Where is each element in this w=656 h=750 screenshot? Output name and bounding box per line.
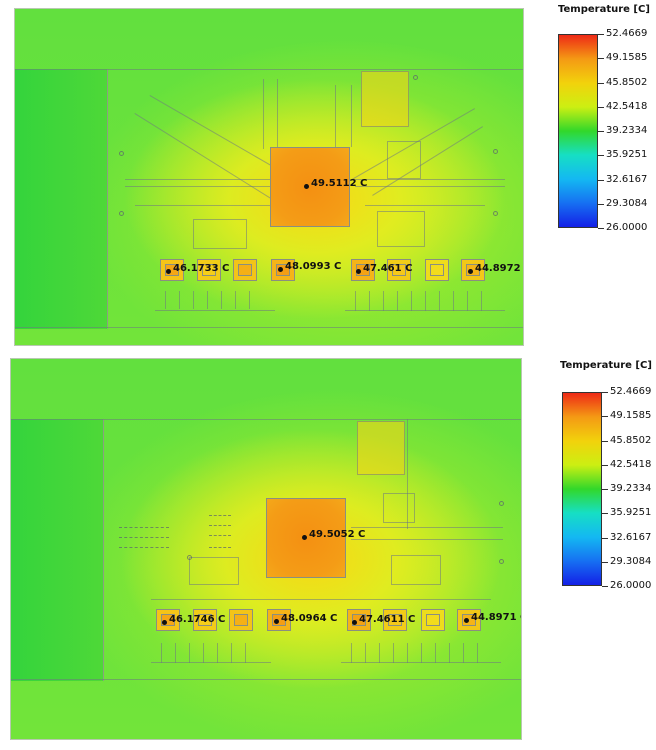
- pcb-board: 49.5112 C 46.1733 C 48.0993 C 47.461 C 4…: [14, 8, 524, 346]
- component-pad: [387, 259, 411, 281]
- legend-tick: [598, 34, 604, 35]
- probe-marker: [274, 619, 279, 624]
- legend-tick: [602, 513, 608, 515]
- legend-value-label: 49.1585: [610, 410, 652, 422]
- pad-temperature-label: 48.0993 C: [285, 261, 342, 272]
- legend-value-label: 32.6167: [610, 531, 652, 543]
- pad-temperature-label: 44.8971 C: [471, 612, 522, 623]
- probe-marker: [302, 535, 307, 540]
- color-scale-bar: [562, 392, 602, 586]
- legend-tick: [602, 392, 608, 393]
- component-pad: [347, 609, 371, 631]
- legend-value-label: 26.0000: [610, 580, 652, 591]
- chip-temperature-label: 49.5112 C: [311, 178, 368, 189]
- probe-marker: [352, 620, 357, 625]
- thermal-map-bottom: 49.5052 C 46.1746 C 48.0964 C 47.4611 C …: [10, 358, 522, 740]
- legend-tick: [598, 131, 604, 132]
- component-pad: [229, 609, 253, 631]
- pad-temperature-label: 47.4611 C: [359, 614, 416, 625]
- probe-marker: [468, 269, 473, 274]
- copper-pour-left: [11, 419, 104, 681]
- legend-tick: [602, 440, 608, 442]
- legend-value-label: 29.3084: [606, 197, 648, 209]
- legend-tick: [598, 58, 604, 60]
- legend-tick: [598, 179, 604, 181]
- legend-value-label: 39.2334: [610, 483, 652, 494]
- dashed-trace: [119, 527, 169, 528]
- legend-tick: [598, 228, 604, 229]
- legend-title: Temperature [C]: [560, 360, 652, 371]
- legend-value-label: 42.5418: [610, 458, 652, 470]
- component-pad: [156, 609, 180, 631]
- processor-chip: [270, 147, 350, 227]
- component-pad: [271, 259, 295, 281]
- legend-value-label: 49.1585: [606, 52, 648, 64]
- legend-value-label: 26.0000: [606, 222, 648, 233]
- component-pad: [421, 609, 445, 631]
- component-pad: [267, 609, 291, 631]
- pad-temperature-label: 47.461 C: [363, 263, 413, 274]
- legend-tick: [598, 82, 604, 84]
- component-pad: [425, 259, 449, 281]
- legend-tick: [598, 203, 604, 205]
- legend-tick: [602, 537, 608, 539]
- pad-temperature-label: 48.0964 C: [281, 613, 338, 624]
- legend-title: Temperature [C]: [558, 4, 650, 15]
- copper-pour-left: [15, 69, 108, 329]
- temperature-legend-top: Temperature [C] 52.4669 49.1585 45.8502 42.…: [550, 4, 654, 234]
- legend-value-label: 35.9251: [606, 149, 648, 161]
- component-pad: [457, 609, 481, 631]
- probe-marker: [278, 267, 283, 272]
- pcb-board: 49.5052 C 46.1746 C 48.0964 C 47.4611 C …: [10, 358, 522, 740]
- legend-value-label: 35.9251: [610, 507, 652, 519]
- legend-tick: [602, 416, 608, 418]
- component-pad: [461, 259, 485, 281]
- legend-tick: [598, 155, 604, 157]
- component-pad: [233, 259, 257, 281]
- probe-marker: [356, 269, 361, 274]
- probe-marker: [304, 184, 309, 189]
- legend-tick: [598, 106, 604, 108]
- probe-marker: [464, 618, 469, 623]
- legend-value-label: 42.5418: [606, 100, 648, 112]
- legend-value-label: 29.3084: [610, 555, 652, 567]
- chip-temperature-label: 49.5052 C: [309, 529, 366, 540]
- legend-value-label: 45.8502: [606, 76, 648, 88]
- legend-tick: [602, 561, 608, 563]
- pad-temperature-label: 46.1733 C: [173, 263, 230, 274]
- probe-marker: [162, 620, 167, 625]
- legend-tick: [602, 489, 608, 490]
- color-scale-bar: [558, 34, 598, 228]
- legend-value-label: 52.4669: [610, 386, 652, 397]
- probe-marker: [166, 269, 171, 274]
- legend-tick: [602, 464, 608, 466]
- thermal-map-top: 49.5112 C 46.1733 C 48.0993 C 47.461 C 4…: [14, 8, 524, 346]
- legend-tick: [602, 586, 608, 587]
- legend-value-label: 32.6167: [606, 173, 648, 185]
- legend-value-label: 39.2334: [606, 125, 648, 136]
- legend-value-label: 45.8502: [610, 434, 652, 446]
- pad-temperature-label: 46.1746 C: [169, 614, 226, 625]
- component-pad: [197, 259, 221, 281]
- pad-temperature-label: 44.8972 C: [475, 263, 523, 274]
- component-pad: [383, 609, 407, 631]
- component-pad: [193, 609, 217, 631]
- temperature-legend-bottom: Temperature [C] 52.4669 49.1585 45.8502 42.…: [552, 360, 656, 591]
- legend-value-label: 52.4669: [606, 28, 648, 39]
